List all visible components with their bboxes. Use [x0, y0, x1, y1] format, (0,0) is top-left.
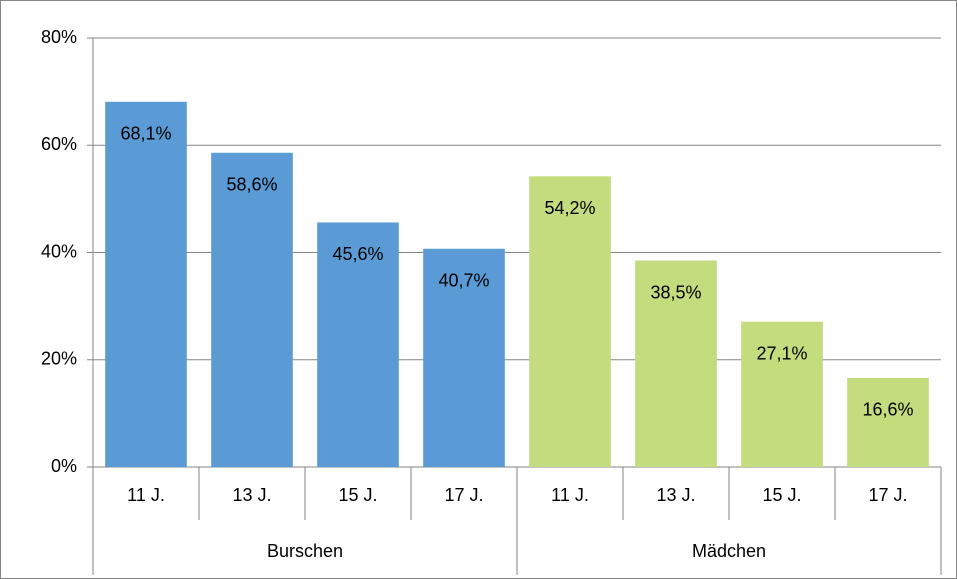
value-label: 38,5% — [650, 282, 701, 302]
bar — [529, 176, 611, 468]
y-tick-label: 40% — [41, 241, 77, 261]
group-label: Mädchen — [692, 541, 766, 561]
bar — [423, 248, 505, 467]
x-tick-label: 13 J. — [656, 485, 695, 505]
value-label: 54,2% — [544, 198, 595, 218]
y-tick-label: 0% — [51, 456, 77, 476]
bar — [211, 152, 293, 467]
value-label: 40,7% — [438, 270, 489, 290]
x-tick-label: 11 J. — [127, 485, 165, 505]
x-tick-label: 15 J. — [762, 485, 801, 505]
value-label: 27,1% — [756, 343, 807, 363]
bar — [105, 101, 187, 467]
value-label: 16,6% — [862, 400, 913, 420]
x-tick-label: 15 J. — [338, 485, 377, 505]
bar — [317, 222, 399, 467]
value-label: 68,1% — [120, 124, 171, 144]
y-tick-label: 20% — [41, 349, 77, 369]
bar — [741, 321, 823, 467]
bar — [847, 377, 929, 467]
value-label: 58,6% — [226, 175, 277, 195]
x-tick-label: 11 J. — [551, 485, 589, 505]
bar — [635, 260, 717, 467]
x-tick-label: 13 J. — [232, 485, 271, 505]
value-label: 45,6% — [332, 244, 383, 264]
group-label: Burschen — [267, 541, 343, 561]
x-tick-label: 17 J. — [444, 485, 483, 505]
y-tick-label: 80% — [41, 27, 77, 47]
y-tick-label: 60% — [41, 134, 77, 154]
x-tick-label: 17 J. — [868, 485, 907, 505]
